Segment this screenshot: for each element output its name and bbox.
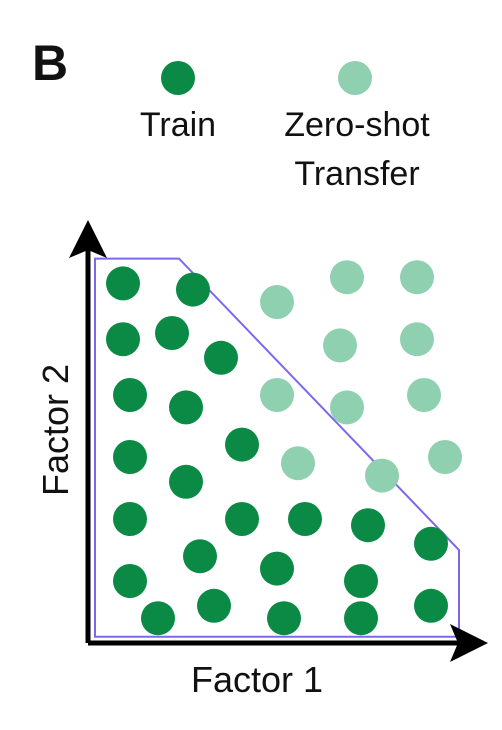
x-axis-label: Factor 1 xyxy=(191,659,323,700)
transfer-point xyxy=(428,440,462,474)
y-axis-label: Factor 2 xyxy=(35,364,76,496)
legend-train-marker xyxy=(161,61,195,95)
train-point xyxy=(267,601,301,636)
transfer-point xyxy=(281,446,315,481)
data-points xyxy=(106,260,462,636)
train-point xyxy=(260,551,294,586)
train-point xyxy=(197,588,231,623)
plot-area xyxy=(69,220,488,662)
transfer-point xyxy=(260,378,294,412)
axes xyxy=(69,220,488,662)
train-region-boundary xyxy=(94,257,460,638)
train-point xyxy=(344,564,378,598)
train-point xyxy=(106,266,140,301)
transfer-point xyxy=(407,378,441,412)
train-point xyxy=(113,564,147,598)
train-point xyxy=(414,526,448,561)
train-point xyxy=(414,588,448,623)
transfer-point xyxy=(365,458,399,493)
transfer-point xyxy=(400,260,434,295)
legend-transfer-label-line2: Transfer xyxy=(294,155,419,193)
transfer-point xyxy=(330,260,364,295)
train-point xyxy=(288,502,322,536)
train-point xyxy=(155,316,189,350)
panel-label: B xyxy=(32,35,68,91)
transfer-point xyxy=(330,390,364,425)
y-axis-arrowhead xyxy=(69,220,107,258)
legend-transfer-label-line1: Zero-shot xyxy=(284,106,430,144)
train-point xyxy=(225,427,259,462)
train-point xyxy=(141,601,175,636)
train-point xyxy=(225,502,259,536)
legend-transfer-marker xyxy=(338,61,372,95)
train-point xyxy=(204,340,238,375)
legend: Train Zero-shot Transfer xyxy=(140,61,430,193)
train-point xyxy=(351,508,385,543)
train-point xyxy=(183,539,217,574)
transfer-point xyxy=(323,328,357,363)
train-point xyxy=(169,390,203,425)
train-point xyxy=(113,502,147,536)
train-point xyxy=(106,322,140,357)
transfer-point xyxy=(260,285,294,319)
train-point xyxy=(176,272,210,307)
x-axis-arrowhead xyxy=(450,624,488,662)
legend-train-label: Train xyxy=(140,106,216,144)
train-point xyxy=(344,601,378,636)
transfer-point xyxy=(400,322,434,357)
train-point xyxy=(113,378,147,412)
train-point xyxy=(169,464,203,499)
train-point xyxy=(113,440,147,474)
